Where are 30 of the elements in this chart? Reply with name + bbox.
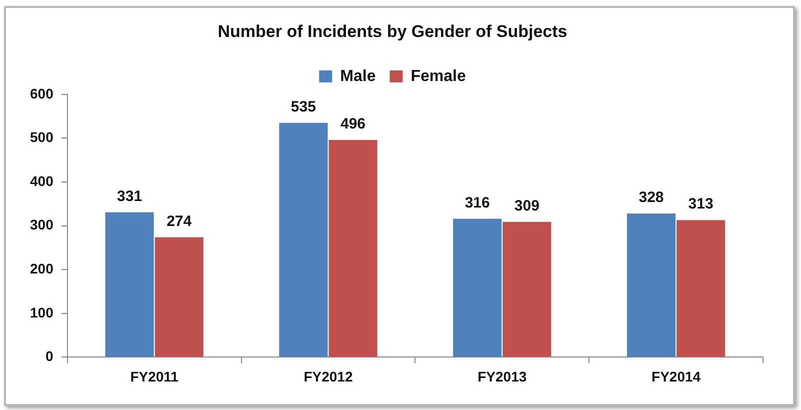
- y-tick-label: 200: [30, 260, 54, 276]
- bar: [453, 218, 502, 357]
- data-label: 331: [117, 188, 142, 205]
- y-tick-label: 600: [30, 85, 54, 102]
- legend-label: Male: [340, 68, 376, 85]
- data-label: 535: [290, 98, 316, 116]
- bar: [676, 220, 726, 357]
- bar: [154, 237, 204, 357]
- y-tick-label: 0: [46, 348, 54, 364]
- x-tick-label: FY2014: [652, 368, 701, 384]
- legend-label: Female: [410, 68, 466, 85]
- chart-title: Number of Incidents by Gender of Subjects: [218, 22, 568, 41]
- bar: [626, 214, 676, 357]
- y-tick-label: 100: [30, 304, 54, 320]
- data-label: 274: [166, 212, 192, 230]
- y-tick-label: 300: [30, 216, 54, 233]
- bar: [328, 140, 378, 357]
- data-label: 313: [688, 196, 714, 213]
- bar: [105, 212, 154, 357]
- data-label: 496: [340, 116, 366, 133]
- x-tick-label: FY2013: [478, 368, 527, 384]
- y-tick-label: 400: [30, 172, 54, 189]
- bar: [279, 122, 328, 357]
- x-tick-label: FY2011: [130, 368, 179, 384]
- y-tick-label: 500: [30, 129, 54, 146]
- x-tick-label: FY2012: [304, 368, 353, 384]
- data-label: 316: [464, 194, 490, 212]
- data-label: 309: [514, 198, 540, 214]
- bar: [502, 222, 552, 357]
- data-label: 328: [638, 189, 664, 206]
